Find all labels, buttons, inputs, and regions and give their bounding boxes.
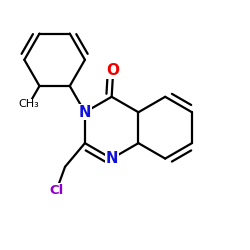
Text: N: N — [79, 105, 91, 120]
Text: O: O — [107, 63, 120, 78]
Text: Cl: Cl — [50, 184, 64, 196]
Text: CH₃: CH₃ — [18, 99, 39, 109]
Text: N: N — [106, 151, 118, 166]
